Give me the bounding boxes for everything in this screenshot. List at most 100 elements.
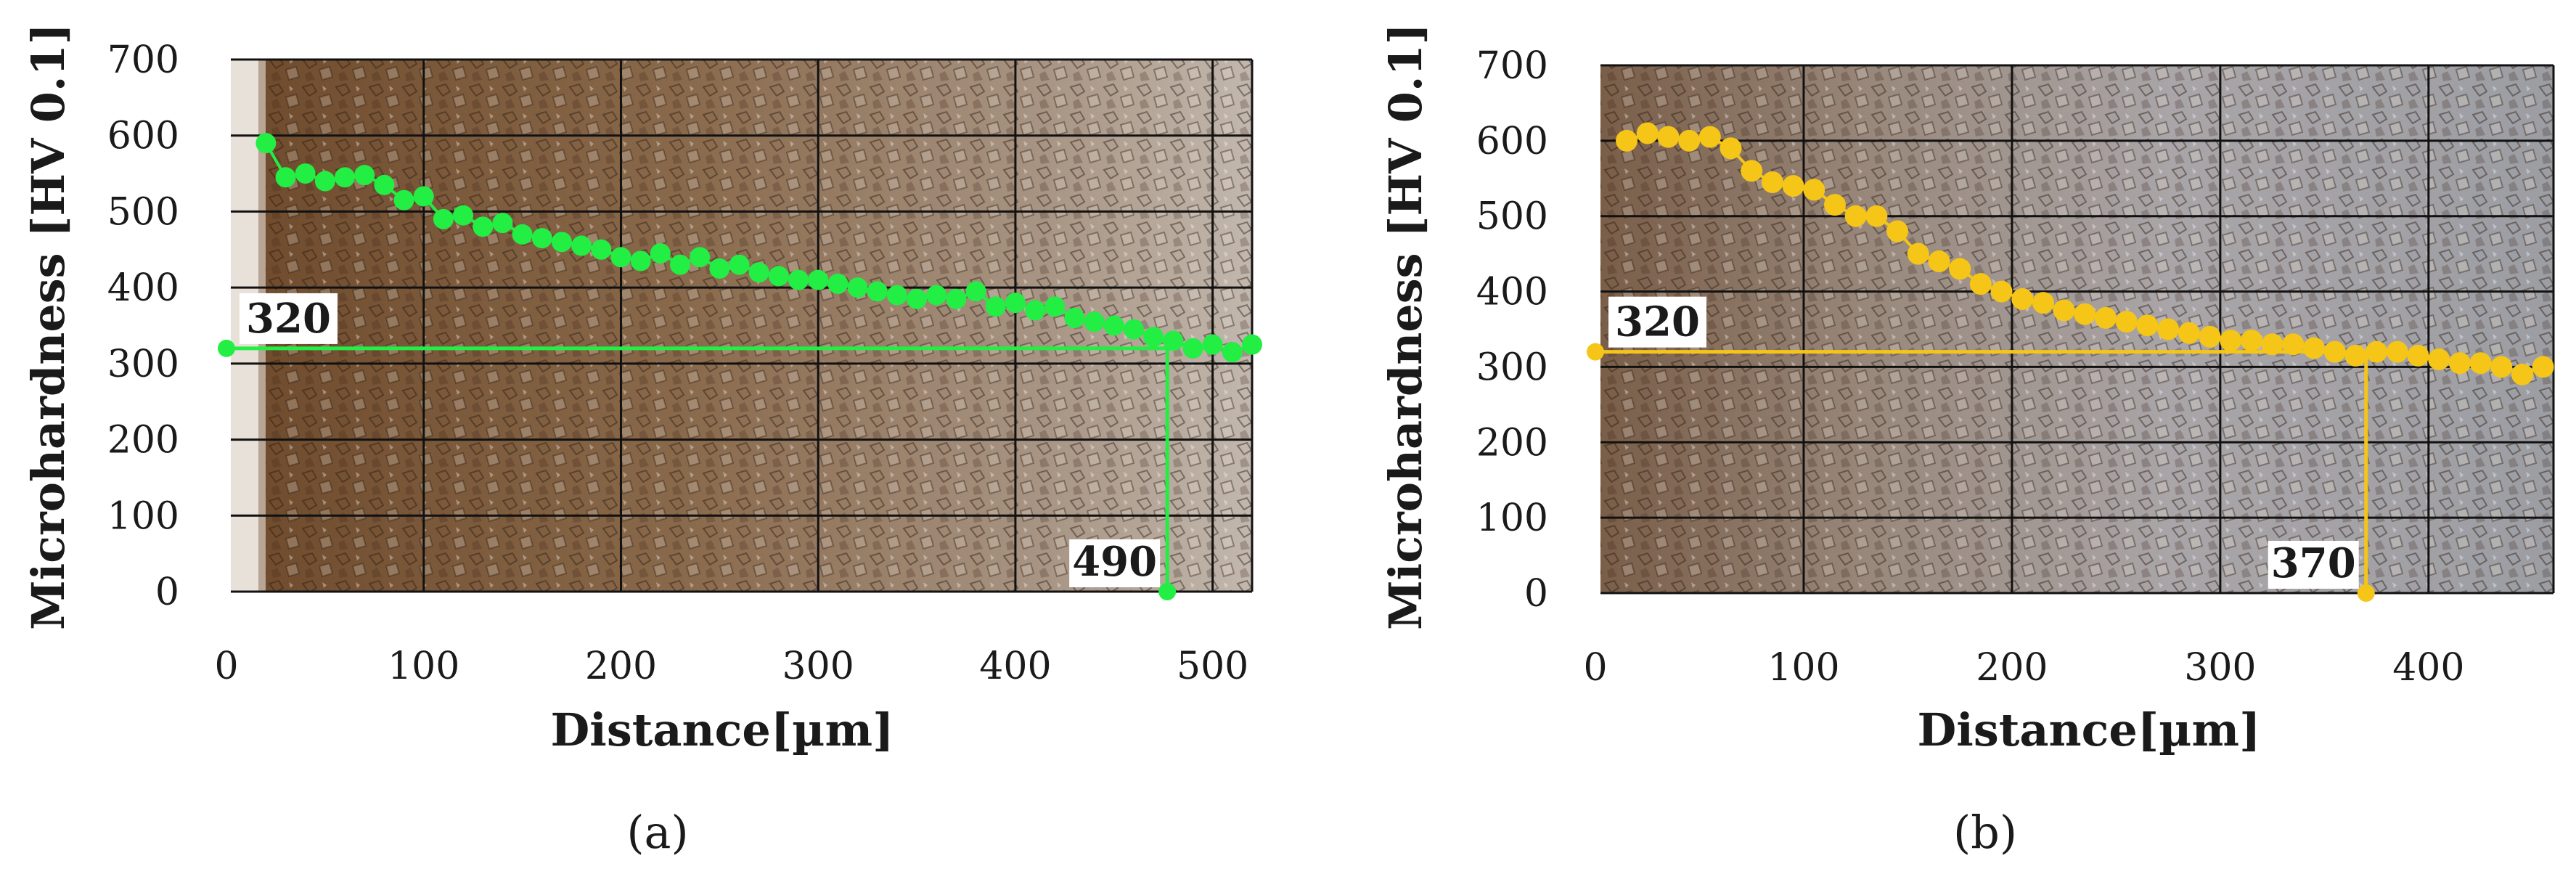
- x-axis-title-a: Distance[µm]: [551, 703, 894, 756]
- data-point: [985, 296, 1006, 317]
- data-point: [907, 288, 928, 309]
- data-point: [690, 247, 711, 268]
- data-point: [314, 171, 335, 192]
- data-point: [1616, 129, 1638, 152]
- y-tick-label: 600: [1476, 120, 1548, 163]
- x-tick-label: 400: [2392, 646, 2464, 690]
- data-point: [1928, 250, 1950, 273]
- data-point: [1182, 338, 1203, 359]
- intersection-label: 490: [1072, 538, 1157, 586]
- x-tick-labels-a: 0 100 200 300 400 500: [214, 645, 1248, 688]
- annotations-a: 320 490: [218, 293, 1177, 600]
- data-point: [768, 266, 789, 287]
- data-point: [492, 213, 513, 234]
- y-axis-title-b: Microhardness [HV 0.1]: [1379, 23, 1432, 630]
- x-tick-label: 400: [979, 645, 1051, 688]
- intersection-marker: [1158, 583, 1177, 600]
- gridlines-b: [1600, 64, 2555, 595]
- data-point: [630, 250, 651, 271]
- data-point: [1202, 334, 1223, 355]
- y-axis-title-a: Microhardness [HV 0.1]: [22, 23, 75, 630]
- data-point: [669, 254, 690, 275]
- threshold-label-bg: [1608, 296, 1706, 348]
- data-point: [1657, 126, 1680, 148]
- data-point: [1222, 342, 1243, 363]
- y-tick-label: 500: [107, 190, 179, 234]
- y-tick-label: 700: [107, 38, 179, 82]
- data-point: [827, 273, 849, 294]
- x-tick-label: 200: [1976, 646, 2048, 690]
- x-axis-title-b: Distance[µm]: [1918, 703, 2261, 756]
- data-point: [1143, 327, 1164, 348]
- data-points-a: [255, 133, 1262, 363]
- data-point: [2199, 325, 2221, 348]
- data-point: [2323, 340, 2346, 363]
- data-point: [2011, 287, 2034, 310]
- data-point: [2469, 352, 2492, 375]
- data-point: [591, 239, 612, 260]
- data-point: [2532, 356, 2554, 378]
- data-point: [886, 285, 907, 306]
- data-point: [867, 281, 888, 302]
- threshold-lines-a: [226, 346, 1169, 592]
- data-point: [1782, 175, 1804, 197]
- data-point: [2490, 356, 2513, 378]
- data-point: [335, 167, 356, 188]
- x-tick-label: 200: [585, 645, 657, 688]
- data-point: [1084, 311, 1105, 332]
- threshold-marker: [218, 339, 235, 357]
- x-tick-label: 300: [782, 645, 854, 688]
- y-tick-label: 300: [107, 343, 179, 386]
- data-point: [2344, 344, 2367, 367]
- intersection-label-bg: [2268, 541, 2359, 589]
- data-point: [413, 186, 434, 207]
- gridlines-a: [231, 58, 1254, 593]
- data-point: [729, 254, 750, 275]
- y-tick-label: 700: [1476, 44, 1548, 88]
- y-tick-label: 300: [1476, 346, 1548, 389]
- data-point: [473, 216, 494, 237]
- intersection-label-bg: [1069, 539, 1161, 587]
- x-tick-label: 0: [214, 645, 238, 688]
- y-tick-label: 600: [107, 115, 179, 158]
- x-tick-label: 100: [388, 645, 459, 688]
- x-tick-label: 500: [1177, 645, 1248, 688]
- intersection-label: 370: [2271, 539, 2356, 587]
- data-point: [1005, 293, 1026, 314]
- data-point: [2261, 333, 2283, 356]
- data-point: [1949, 258, 1971, 280]
- data-point: [1698, 126, 1721, 148]
- y-tick-label: 400: [1476, 271, 1548, 314]
- data-point: [1163, 330, 1184, 351]
- data-point: [1064, 308, 1085, 329]
- data-point: [393, 189, 414, 211]
- data-point: [748, 262, 769, 283]
- data-point: [2074, 303, 2096, 325]
- data-point: [2095, 306, 2117, 329]
- y-tick-label: 100: [107, 494, 179, 538]
- data-point: [1123, 319, 1144, 340]
- threshold-label: 320: [246, 295, 331, 343]
- data-point: [2282, 333, 2305, 356]
- micrograph-background-b: [1600, 65, 2553, 593]
- data-point: [2303, 337, 2325, 359]
- data-point: [1824, 194, 1846, 216]
- threshold-lines-b: [1595, 350, 2368, 593]
- data-point: [2157, 318, 2180, 340]
- data-point: [2407, 344, 2429, 367]
- panel-label-a: (a): [626, 806, 688, 859]
- data-point: [2032, 292, 2054, 314]
- threshold-marker: [1587, 343, 1604, 361]
- data-point: [2511, 363, 2533, 385]
- data-point: [1636, 122, 1659, 144]
- threshold-label-bg: [240, 293, 338, 344]
- annotations-b: 320 370: [1587, 296, 2375, 602]
- data-point: [847, 277, 868, 298]
- y-tick-label: 100: [1476, 497, 1548, 540]
- data-point: [1720, 137, 1742, 160]
- data-point: [1969, 273, 1992, 295]
- data-point: [965, 281, 986, 302]
- panel-label-b: (b): [1953, 806, 2017, 859]
- data-point: [2448, 352, 2471, 375]
